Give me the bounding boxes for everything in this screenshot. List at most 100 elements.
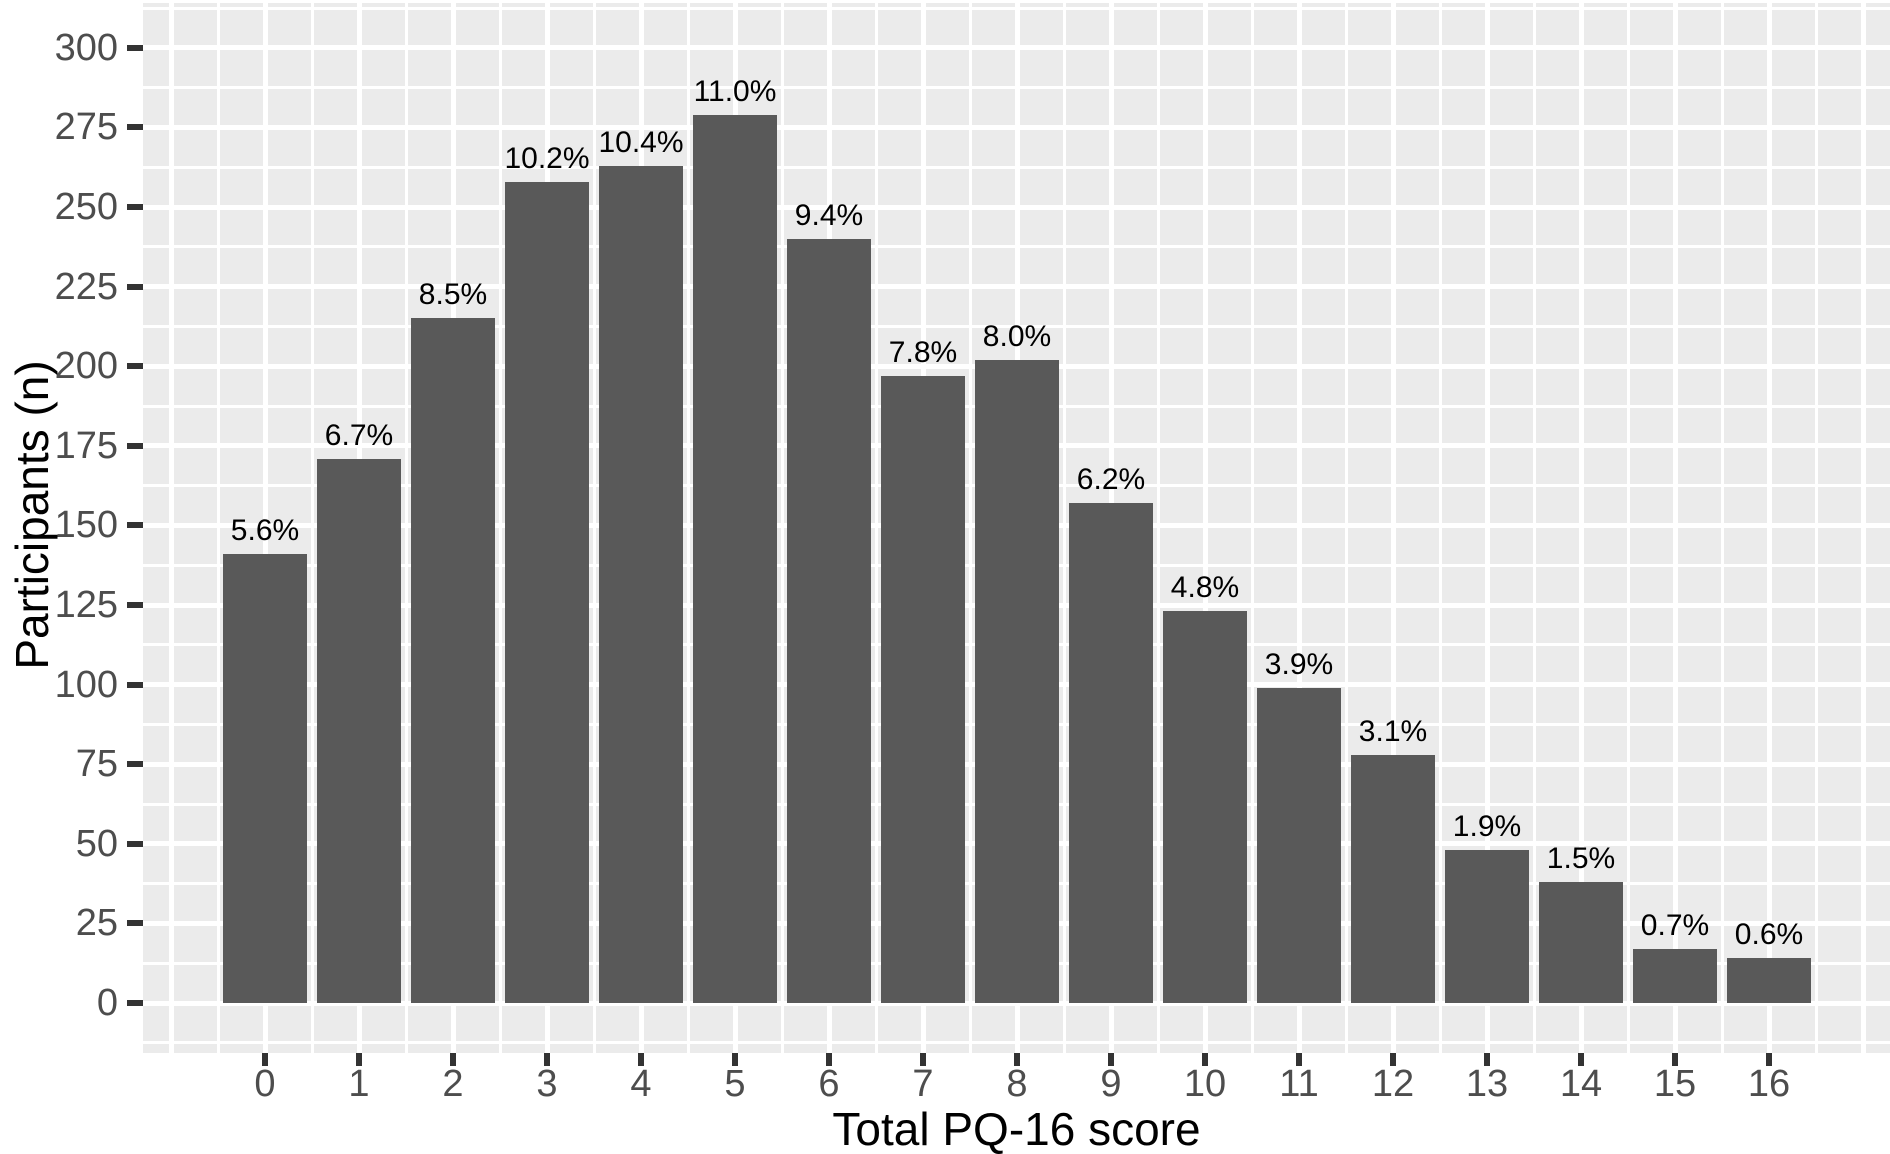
x-tick-mark xyxy=(1108,1053,1114,1066)
y-tick-label: 200 xyxy=(54,345,118,388)
x-tick-mark xyxy=(1014,1053,1020,1066)
x-tick-mark xyxy=(920,1053,926,1066)
x-tick-mark xyxy=(1484,1053,1490,1066)
x-tick-label: 8 xyxy=(1006,1063,1028,1105)
x-tick-label: 15 xyxy=(1653,1063,1697,1105)
bar-score-11 xyxy=(1257,687,1341,1003)
bar-score-7 xyxy=(881,375,965,1003)
y-tick-mark xyxy=(127,920,143,927)
y-tick-mark xyxy=(127,44,143,51)
gridline-major-vertical xyxy=(1860,3,1866,1053)
gridline-major-vertical xyxy=(168,3,174,1053)
x-tick-mark xyxy=(1390,1053,1396,1066)
gridline-minor-vertical xyxy=(1062,3,1066,1053)
bar-percent-label: 10.2% xyxy=(504,141,590,175)
y-tick-mark xyxy=(127,1000,143,1006)
gridline-minor-vertical xyxy=(1438,3,1442,1053)
x-tick-mark xyxy=(826,1053,832,1066)
bar-score-15 xyxy=(1633,948,1717,1003)
x-tick-label: 9 xyxy=(1100,1063,1122,1105)
y-tick-mark xyxy=(127,124,143,131)
x-tick-label: 1 xyxy=(348,1063,370,1105)
x-tick-label: 6 xyxy=(818,1063,840,1105)
bar-score-16 xyxy=(1727,958,1811,1003)
bar-percent-label: 5.6% xyxy=(230,514,300,548)
bar-score-13 xyxy=(1445,850,1529,1003)
y-tick-label: 100 xyxy=(54,663,118,706)
gridline-minor-vertical xyxy=(686,3,690,1053)
y-tick-mark xyxy=(127,761,143,768)
y-tick-label: 250 xyxy=(54,186,118,229)
y-tick-label: 275 xyxy=(54,106,118,149)
gridline-minor-vertical xyxy=(1532,3,1536,1053)
y-tick-label: 300 xyxy=(54,26,118,69)
gridline-major-vertical xyxy=(1390,3,1396,1053)
y-tick-label: 25 xyxy=(75,902,118,945)
y-tick-label: 125 xyxy=(54,584,118,626)
bar-percent-label: 10.4% xyxy=(598,125,684,159)
x-tick-mark xyxy=(544,1053,550,1066)
bar-percent-label: 3.9% xyxy=(1264,647,1334,681)
y-tick-mark xyxy=(127,283,143,290)
x-tick-mark xyxy=(450,1053,456,1066)
x-tick-mark xyxy=(1578,1053,1584,1066)
bar-score-1 xyxy=(317,458,401,1003)
gridline-major-vertical xyxy=(1578,3,1584,1053)
gridline-minor-vertical xyxy=(1250,3,1254,1053)
y-tick-mark xyxy=(127,363,143,370)
y-tick-mark xyxy=(127,522,143,529)
gridline-minor-vertical xyxy=(1344,3,1348,1053)
gridline-minor-vertical xyxy=(1156,3,1160,1053)
x-tick-mark xyxy=(1672,1053,1678,1066)
y-tick-label: 75 xyxy=(75,743,118,786)
bar-score-9 xyxy=(1069,503,1153,1003)
x-tick-label: 12 xyxy=(1371,1063,1415,1105)
bar-percent-label: 8.5% xyxy=(418,278,488,312)
x-tick-label: 13 xyxy=(1465,1063,1509,1105)
y-tick-mark xyxy=(127,840,143,847)
gridline-major-vertical xyxy=(1296,3,1302,1053)
y-tick-label: 225 xyxy=(54,265,118,308)
x-tick-mark xyxy=(356,1053,362,1066)
bar-percent-label: 3.1% xyxy=(1358,714,1428,748)
bar-percent-label: 1.9% xyxy=(1452,810,1522,844)
gridline-minor-vertical xyxy=(592,3,596,1053)
bar-score-8 xyxy=(975,359,1059,1003)
gridline-minor-vertical xyxy=(498,3,502,1053)
gridline-major-vertical xyxy=(1202,3,1208,1053)
y-tick-mark xyxy=(127,442,143,449)
bar-score-3 xyxy=(505,181,589,1003)
bar-score-2 xyxy=(411,318,495,1003)
gridline-major-vertical xyxy=(1766,3,1772,1053)
gridline-minor-vertical xyxy=(216,3,220,1053)
plot-panel: 5.6% 6.7% 8.5% 10.2% 10.4% 11.0% 9.4% 7.8% 8.0% 6… xyxy=(143,3,1890,1053)
x-tick-label: 14 xyxy=(1559,1063,1603,1105)
x-axis-title: Total PQ-16 score xyxy=(832,1103,1201,1154)
bar-score-4 xyxy=(599,165,683,1003)
bar-percent-label: 6.7% xyxy=(324,418,394,452)
x-tick-label: 5 xyxy=(724,1063,746,1105)
bar-percent-label: 6.2% xyxy=(1076,463,1146,497)
x-tick-label: 11 xyxy=(1279,1063,1319,1105)
bar-percent-label: 8.0% xyxy=(982,319,1052,353)
gridline-minor-vertical xyxy=(404,3,408,1053)
bar-percent-label: 11.0% xyxy=(693,74,777,108)
x-tick-mark xyxy=(732,1053,738,1066)
bar-percent-label: 1.5% xyxy=(1546,842,1616,875)
x-tick-label: 10 xyxy=(1183,1063,1227,1105)
x-tick-label: 3 xyxy=(536,1063,558,1105)
x-tick-mark xyxy=(638,1053,644,1066)
bar-score-12 xyxy=(1351,754,1435,1003)
x-tick-label: 4 xyxy=(630,1063,652,1105)
gridline-minor-vertical xyxy=(1720,3,1724,1053)
bar-percent-label: 0.7% xyxy=(1640,908,1710,942)
y-tick-label: 150 xyxy=(54,504,118,547)
x-tick-mark xyxy=(262,1053,268,1066)
x-tick-mark xyxy=(1766,1053,1772,1066)
gridline-minor-vertical xyxy=(968,3,972,1053)
x-tick-label: 2 xyxy=(442,1063,464,1105)
bar-percent-label: 4.8% xyxy=(1170,571,1240,605)
gridline-minor-vertical xyxy=(1814,3,1818,1053)
bar-percent-label: 7.8% xyxy=(888,335,958,369)
